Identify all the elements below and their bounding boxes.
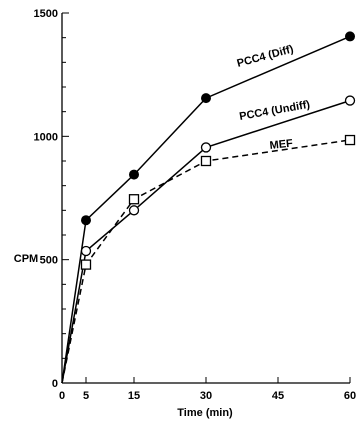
series-label-pcc4-undiff: PCC4 (Undiff) (238, 99, 311, 123)
data-point-pcc4-diff (129, 169, 139, 180)
data-point-mef (344, 134, 356, 146)
y-tick-label: 1000 (34, 131, 58, 143)
x-tick-label: 60 (344, 390, 356, 402)
series-line-mef (61, 139, 351, 384)
y-tick-label: 500 (40, 255, 58, 267)
series-layer (61, 31, 356, 384)
data-point-pcc4-diff (345, 31, 355, 42)
y-axis-title: CPM (14, 253, 38, 265)
x-axis-title: Time (min) (177, 407, 233, 419)
labels: Time (min) CPM PCC4 (Diff) PCC4 (Undiff)… (14, 43, 311, 419)
series-label-mef: MEF (269, 138, 294, 152)
data-point-pcc4-undiff (128, 205, 140, 216)
data-point-pcc4-diff (201, 93, 211, 104)
x-tick-label: 5 (83, 390, 89, 402)
x-tick-label: 45 (272, 390, 284, 402)
data-point-pcc4-undiff (200, 142, 212, 153)
data-point-mef (128, 194, 140, 205)
data-point-pcc4-undiff (80, 245, 92, 257)
series-label-pcc4-diff: PCC4 (Diff) (236, 43, 296, 70)
data-point-pcc4-undiff (344, 95, 356, 106)
y-tick-label: 0 (52, 378, 58, 390)
x-tick-label: 30 (200, 390, 212, 402)
x-tick-label: 0 (59, 390, 65, 402)
data-point-mef (80, 259, 92, 270)
axes: 0 500 1000 1500 0 5 15 30 45 60 (34, 8, 357, 402)
series-line-pcc4-diff (61, 35, 351, 384)
y-tick-label: 1500 (34, 8, 58, 20)
x-tick-label: 15 (128, 390, 140, 402)
data-point-pcc4-diff (81, 215, 91, 226)
data-point-mef (200, 155, 212, 167)
